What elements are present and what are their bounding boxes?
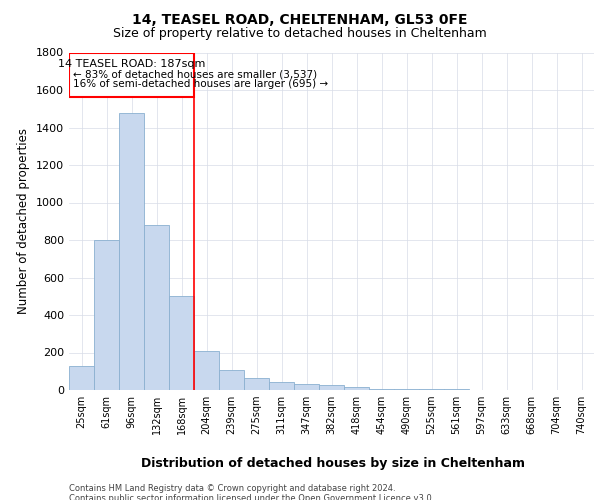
Bar: [269, 382, 294, 390]
Bar: [394, 389, 419, 390]
Bar: [369, 388, 394, 390]
Bar: [419, 389, 444, 390]
Bar: [119, 112, 144, 390]
Bar: [194, 350, 219, 390]
Bar: [169, 296, 194, 390]
Bar: [69, 366, 94, 390]
Text: Contains public sector information licensed under the Open Government Licence v3: Contains public sector information licen…: [69, 494, 434, 500]
Text: 14 TEASEL ROAD: 187sqm: 14 TEASEL ROAD: 187sqm: [58, 59, 205, 69]
Bar: [319, 386, 344, 390]
Bar: [344, 387, 369, 390]
Text: Contains HM Land Registry data © Crown copyright and database right 2024.: Contains HM Land Registry data © Crown c…: [69, 484, 395, 493]
Text: 14, TEASEL ROAD, CHELTENHAM, GL53 0FE: 14, TEASEL ROAD, CHELTENHAM, GL53 0FE: [132, 12, 468, 26]
Text: Size of property relative to detached houses in Cheltenham: Size of property relative to detached ho…: [113, 28, 487, 40]
Text: Distribution of detached houses by size in Cheltenham: Distribution of detached houses by size …: [141, 458, 525, 470]
Bar: [294, 384, 319, 390]
Bar: [144, 225, 169, 390]
Bar: [244, 378, 269, 390]
Text: ← 83% of detached houses are smaller (3,537): ← 83% of detached houses are smaller (3,…: [73, 70, 317, 80]
Bar: [219, 370, 244, 390]
Bar: [94, 240, 119, 390]
Text: 16% of semi-detached houses are larger (695) →: 16% of semi-detached houses are larger (…: [73, 78, 328, 89]
Bar: [69, 52, 194, 96]
Y-axis label: Number of detached properties: Number of detached properties: [17, 128, 31, 314]
